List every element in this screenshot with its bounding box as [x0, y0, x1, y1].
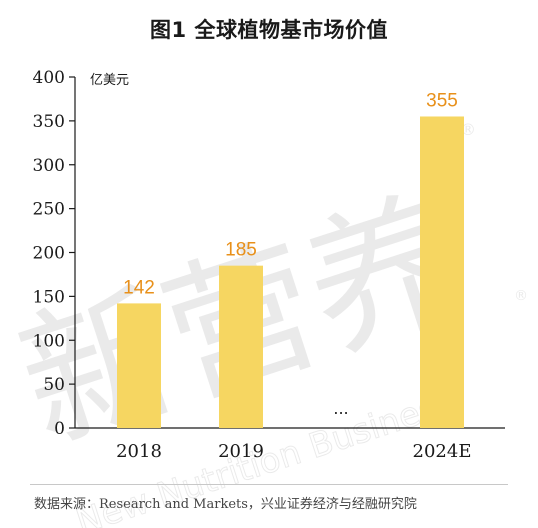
- source-divider: [30, 484, 508, 485]
- y-tick-label: 150: [33, 287, 65, 307]
- y-tick-label: 400: [33, 68, 65, 88]
- bar: [117, 303, 161, 428]
- y-tick-label: 200: [33, 244, 65, 264]
- y-tick-label: 300: [33, 156, 65, 176]
- y-tick-label: 100: [33, 331, 65, 351]
- y-tick-label: 0: [54, 419, 65, 439]
- y-tick-label: 350: [33, 112, 65, 132]
- x-tick-label: 2019: [218, 441, 264, 462]
- x-tick-label: 2018: [116, 441, 162, 462]
- y-axis-unit: 亿美元: [90, 73, 129, 88]
- y-tick-label: 50: [43, 375, 65, 395]
- bar-value-label: 355: [426, 90, 458, 111]
- y-tick-label: 250: [33, 200, 65, 220]
- watermark-mark-2: ®: [514, 288, 528, 304]
- bar-value-label: 142: [123, 277, 155, 298]
- bar: [420, 116, 464, 429]
- bar-value-label: 185: [225, 240, 257, 261]
- gap-marker: ...: [333, 399, 348, 418]
- labels: 142 2018 185 2019 355 2024E...: [116, 90, 471, 462]
- bars: [117, 116, 464, 429]
- x-tick-label: 2024E: [413, 441, 472, 462]
- source-note: 数据来源：Research and Markets，兴业证券经济与经融研究院: [34, 497, 417, 512]
- chart-title: 图1 全球植物基市场价值: [150, 18, 388, 42]
- bar: [219, 265, 263, 428]
